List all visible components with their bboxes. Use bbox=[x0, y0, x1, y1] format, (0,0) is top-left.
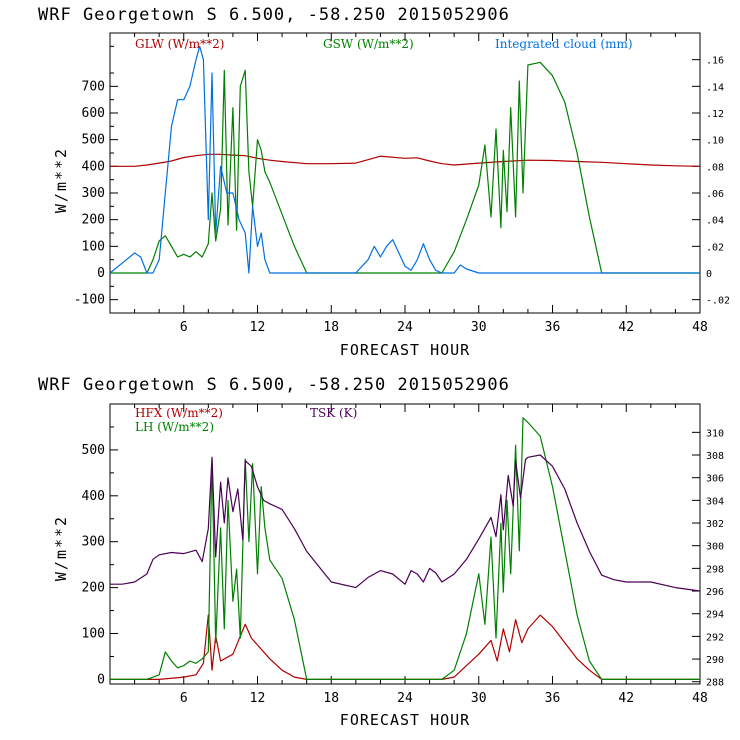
y2-tick-label: 290 bbox=[706, 655, 724, 666]
legend-cloud: Integrated cloud (mm) bbox=[495, 37, 633, 51]
chart-top-title: WRF Georgetown S 6.500, -58.250 20150529… bbox=[38, 5, 510, 25]
y2-tick-label: 310 bbox=[706, 428, 724, 439]
x-tick-label: 42 bbox=[618, 320, 634, 335]
x-tick-label: 18 bbox=[323, 320, 339, 335]
y2-tick-label: 292 bbox=[706, 632, 724, 643]
y2-tick-label: .04 bbox=[706, 216, 724, 227]
y-tick-label: 300 bbox=[82, 186, 105, 201]
x-tick-label: 6 bbox=[180, 320, 188, 335]
chart-bottom-series bbox=[110, 417, 701, 680]
x-tick-label: 18 bbox=[323, 691, 339, 706]
y2-tick-label: 296 bbox=[706, 587, 724, 598]
y2-tick-label: .12 bbox=[706, 109, 724, 120]
tsk-line bbox=[110, 454, 701, 592]
x-tick-label: 48 bbox=[692, 320, 708, 335]
chart-top-series bbox=[109, 45, 701, 274]
x-tick-label: 24 bbox=[397, 320, 413, 335]
chart-top-ylabel: W/m**2 bbox=[52, 147, 70, 213]
chart-bottom-xlabel: FORECAST HOUR bbox=[340, 711, 470, 729]
legend-lh: LH (W/m**2) bbox=[135, 420, 214, 434]
x-tick-label: 24 bbox=[397, 691, 413, 706]
y2-tick-label: .06 bbox=[706, 189, 724, 200]
y-tick-label: 300 bbox=[82, 535, 105, 550]
lh-line bbox=[110, 417, 700, 680]
chart-bottom: WRF Georgetown S 6.500, -58.250 20150529… bbox=[38, 375, 724, 729]
y2-tick-label: 298 bbox=[706, 564, 724, 575]
y-tick-label: 600 bbox=[82, 106, 105, 121]
legend-glw: GLW (W/m**2) bbox=[135, 37, 224, 51]
y2-tick-label: 308 bbox=[706, 451, 724, 462]
y2-tick-label: .16 bbox=[706, 56, 724, 67]
x-tick-label: 42 bbox=[618, 691, 634, 706]
y-tick-label: -100 bbox=[74, 293, 105, 308]
cloud-line bbox=[109, 45, 700, 274]
x-tick-label: 12 bbox=[250, 320, 266, 335]
y-tick-label: 500 bbox=[82, 133, 105, 148]
legend-gsw: GSW (W/m**2) bbox=[323, 37, 414, 51]
y-tick-label: 400 bbox=[82, 159, 105, 174]
y-tick-label: 0 bbox=[97, 266, 105, 281]
y2-tick-label: .10 bbox=[706, 136, 724, 147]
y2-tick-label: 306 bbox=[706, 474, 724, 485]
hfx-line bbox=[110, 614, 700, 680]
y2-tick-label: 0 bbox=[706, 269, 712, 280]
chart-top-ticks: 6 12 18 24 30 36 42 48 -100 0 100 200 300 400 500 600 70… bbox=[74, 33, 730, 335]
legend-tsk: TSK (K) bbox=[310, 406, 357, 420]
y2-tick-label: 300 bbox=[706, 542, 724, 553]
y-tick-label: 100 bbox=[82, 239, 105, 254]
gsw-line bbox=[110, 61, 700, 274]
y-tick-label: 0 bbox=[97, 672, 105, 687]
chart-bottom-title: WRF Georgetown S 6.500, -58.250 20150529… bbox=[38, 375, 510, 395]
y2-tick-label: 288 bbox=[706, 678, 724, 689]
chart-top: WRF Georgetown S 6.500, -58.250 20150529… bbox=[38, 5, 730, 359]
x-tick-label: 36 bbox=[545, 320, 561, 335]
y-tick-label: 200 bbox=[82, 213, 105, 228]
chart-bottom-ticks: 6 12 18 24 30 36 42 48 0 100 200 300 400 500 288 290 292… bbox=[82, 404, 724, 706]
y2-tick-label: .02 bbox=[706, 242, 724, 253]
y2-tick-label: 302 bbox=[706, 519, 724, 530]
y2-tick-label: .14 bbox=[706, 82, 724, 93]
y2-tick-label: 294 bbox=[706, 610, 724, 621]
y-tick-label: 200 bbox=[82, 581, 105, 596]
x-tick-label: 30 bbox=[471, 320, 487, 335]
chart-bottom-ylabel: W/m**2 bbox=[52, 515, 70, 581]
y-tick-label: 700 bbox=[82, 79, 105, 94]
x-tick-label: 48 bbox=[692, 691, 708, 706]
x-tick-label: 30 bbox=[471, 691, 487, 706]
y-tick-label: 100 bbox=[82, 627, 105, 642]
chart-top-plot-frame bbox=[109, 32, 701, 314]
y2-tick-label: .08 bbox=[706, 162, 724, 173]
x-tick-label: 36 bbox=[545, 691, 561, 706]
y2-tick-label: -.02 bbox=[706, 296, 730, 307]
glw-line bbox=[110, 153, 701, 167]
y2-tick-label: 304 bbox=[706, 496, 724, 507]
y-tick-label: 500 bbox=[82, 443, 105, 458]
x-tick-label: 12 bbox=[250, 691, 266, 706]
chart-top-xlabel: FORECAST HOUR bbox=[340, 341, 470, 359]
chart-bottom-plot-frame bbox=[109, 403, 701, 685]
x-tick-label: 6 bbox=[180, 691, 188, 706]
y-tick-label: 400 bbox=[82, 489, 105, 504]
legend-hfx: HFX (W/m**2) bbox=[135, 406, 223, 420]
